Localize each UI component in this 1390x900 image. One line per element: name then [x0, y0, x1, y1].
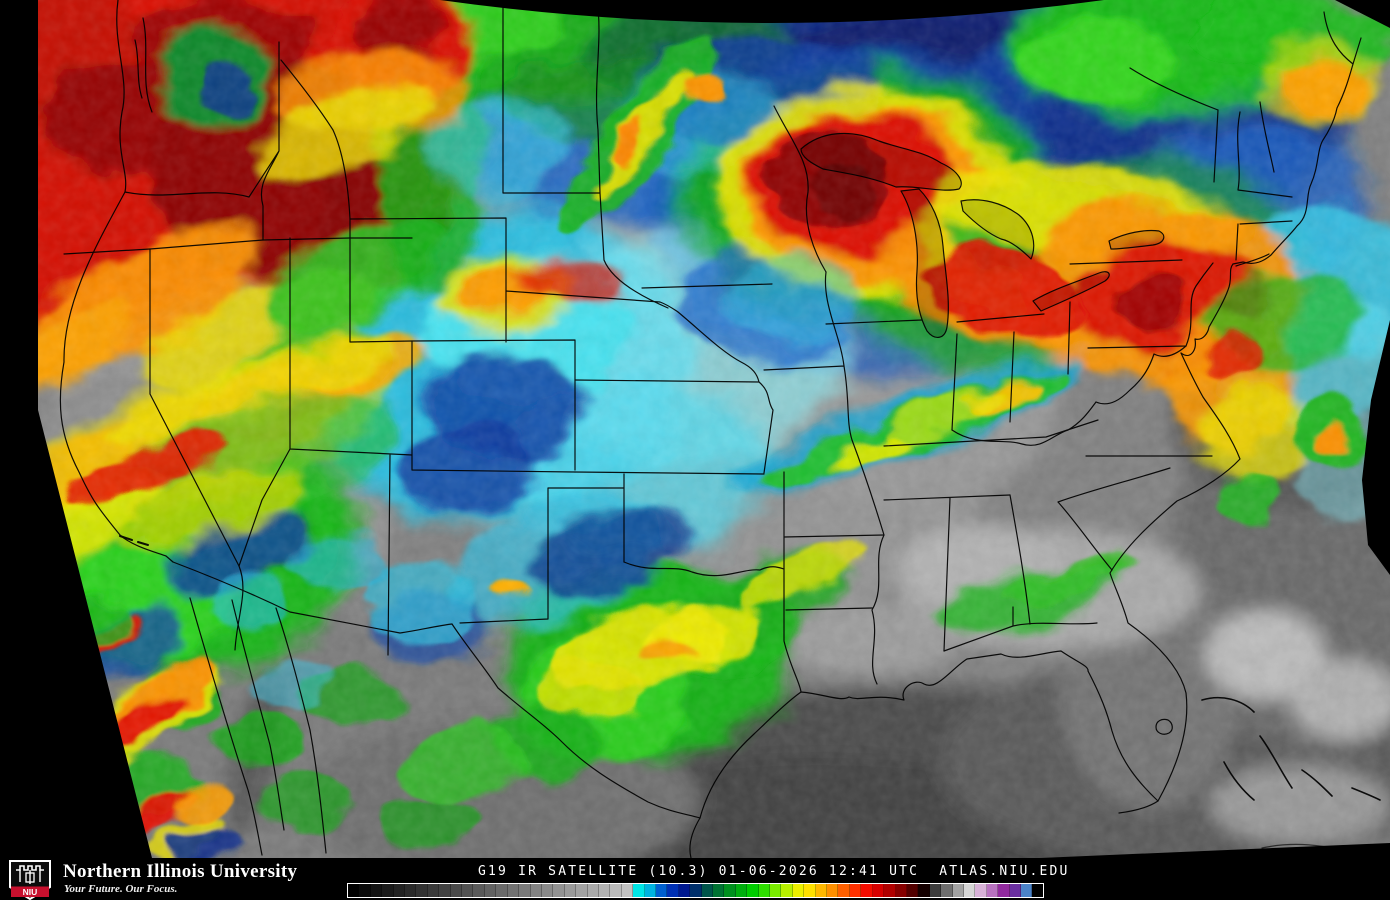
image-caption: G19 IR SATELLITE (10.3) 01-06-2026 12:41… — [478, 864, 1070, 879]
state-borders — [59, 0, 1381, 858]
scan-edge-mask — [0, 0, 1390, 858]
colorbar-segments — [348, 884, 1043, 897]
niu-logo[interactable]: NIU Northern Illinois University Your Fu… — [7, 860, 337, 900]
niu-shield-icon: NIU — [9, 860, 51, 900]
niu-wordmark: Northern Illinois University — [63, 861, 298, 882]
satellite-ir-map — [0, 0, 1390, 858]
cloud-grain-light — [0, 0, 1390, 858]
ir-colorbar — [347, 883, 1044, 898]
niu-tagline: Your Future. Our Focus. — [64, 883, 178, 895]
svg-text:NIU: NIU — [23, 887, 38, 897]
